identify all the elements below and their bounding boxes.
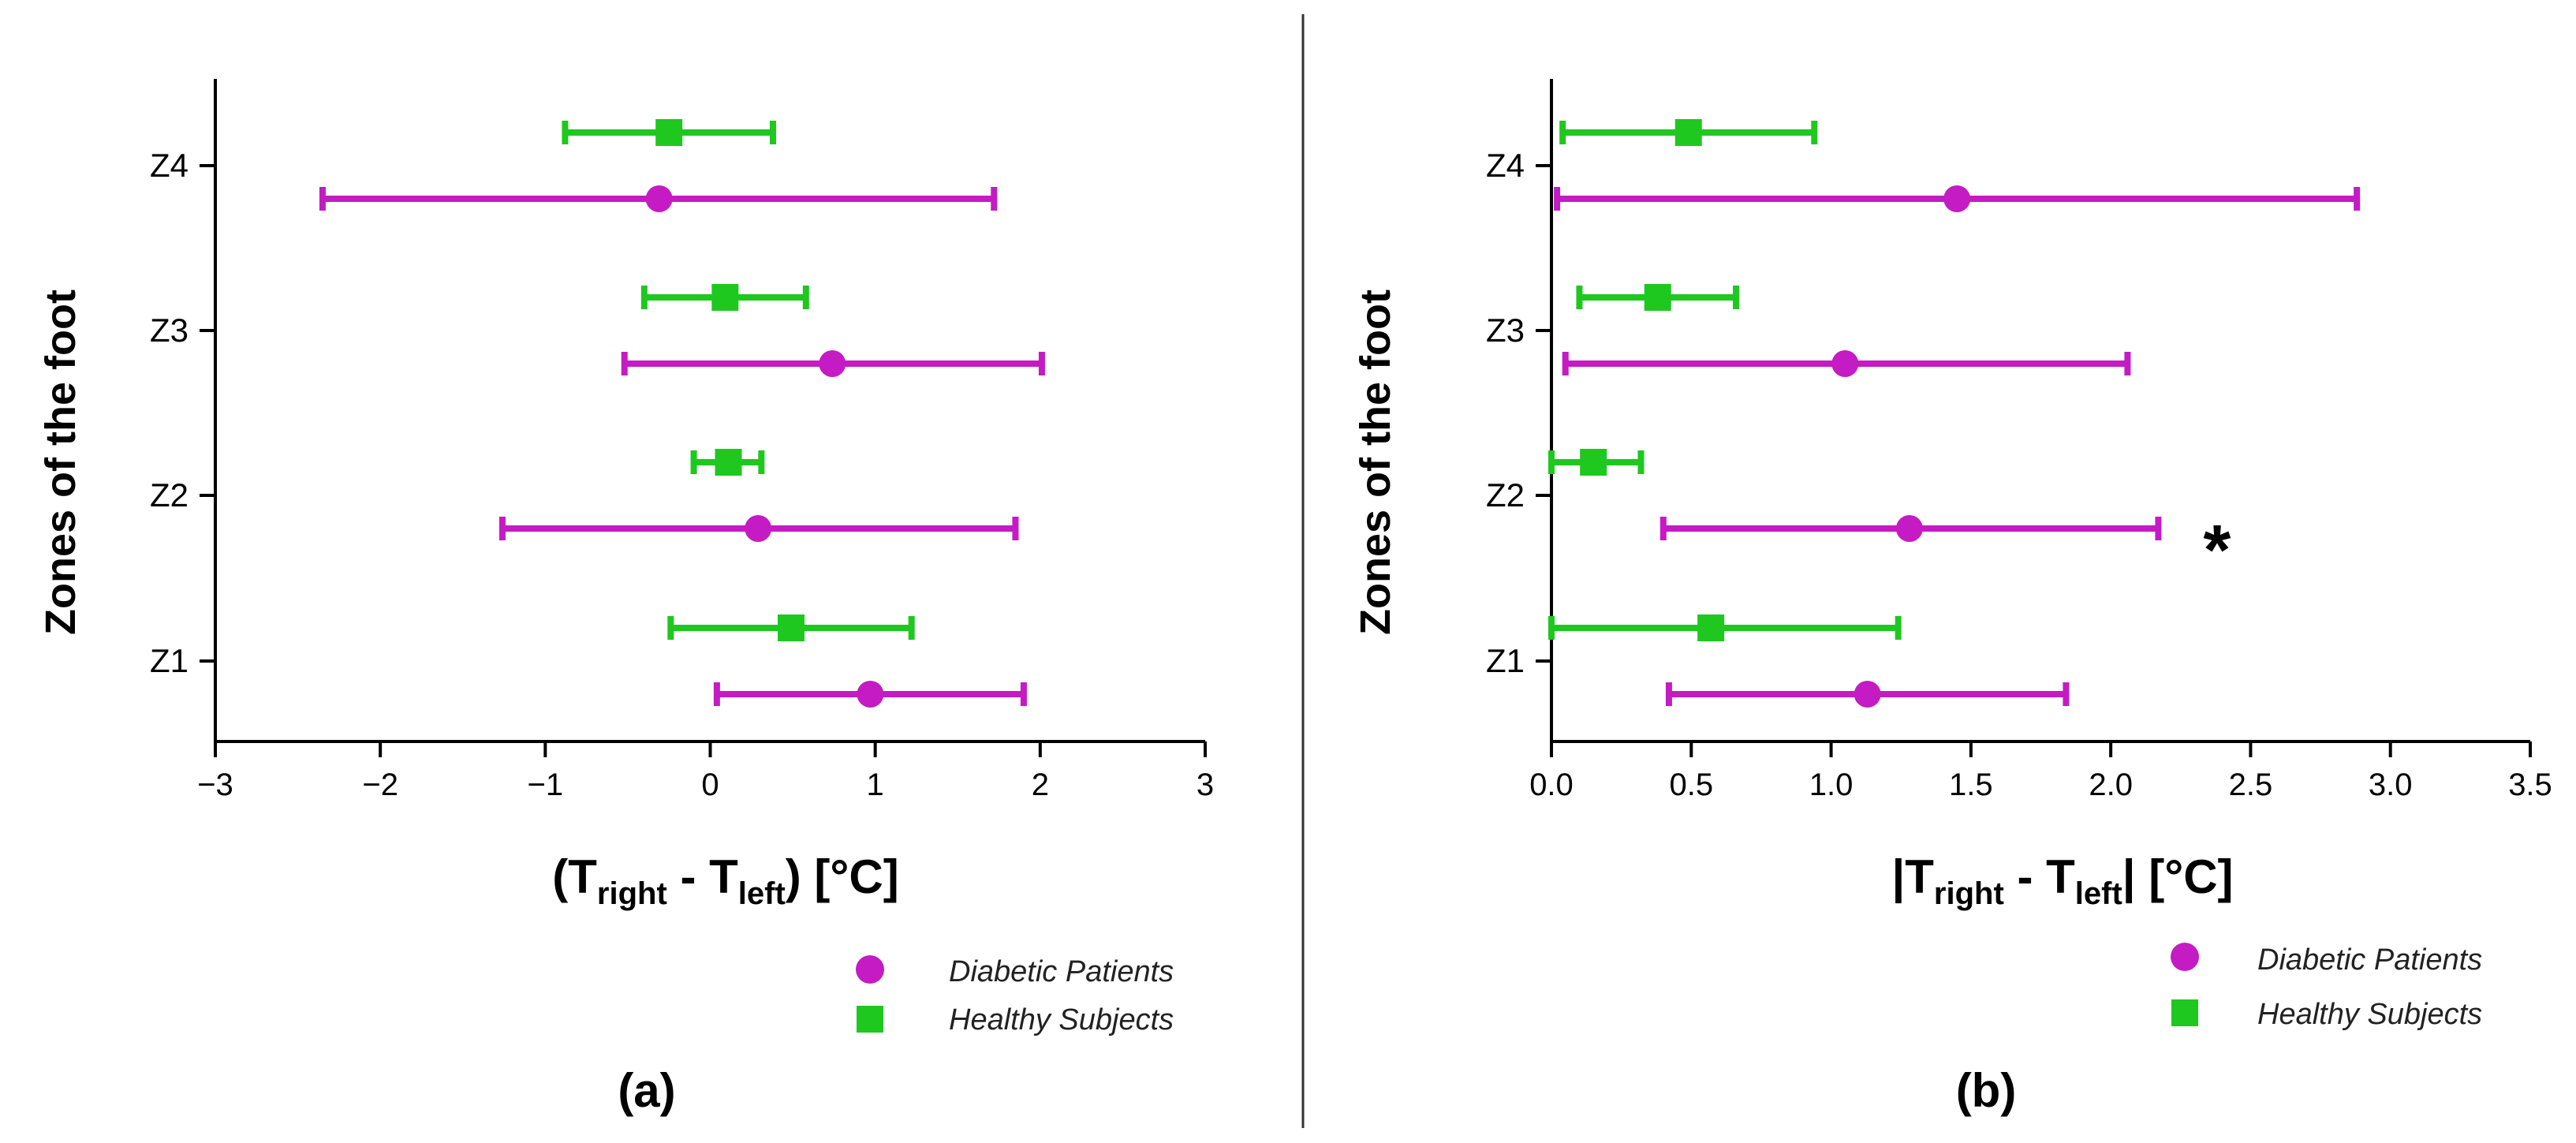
panel-b-ytick-label: Z4 (1486, 147, 1525, 184)
panel-a-diabetic-point (857, 681, 884, 708)
panel-a-axes: −3 −2 −1 0 1 2 3 Z1 Z2 Z3 Z4 (150, 79, 1214, 802)
panel-b-diabetic-point (1943, 185, 1971, 212)
panel-b-diabetic-point (1831, 350, 1859, 377)
panel-b-xtick-label: 3.0 (2369, 768, 2413, 802)
panel-a-ytick-label: Z4 (150, 147, 189, 184)
panel-a-ytick-label: Z2 (150, 476, 189, 514)
panel-a-label: (a) (618, 1064, 675, 1117)
panel-a-diabetic-point (819, 350, 846, 377)
panel-a-xlabel: (Tright - Tleft) [°C] (552, 850, 898, 911)
panel-b-legend: Diabetic Patients Healthy Subjects (2171, 943, 2482, 1031)
panel-b-legend-healthy-marker (2171, 999, 2198, 1026)
panel-b-diabetic-point (1854, 681, 1881, 708)
panel-a-xtick-label: 2 (1032, 768, 1049, 802)
panel-b-ytick-label: Z1 (1486, 642, 1525, 679)
panel-b-xlabel-sub-left: left (2075, 876, 2122, 911)
panel-b-diabetic-point (1895, 515, 1923, 542)
panel-a-xtick-label: 1 (867, 768, 884, 802)
panel-b-xtick-label: 1.5 (1949, 768, 1993, 802)
panel-b-legend-diabetic-marker (2171, 943, 2199, 971)
panel-b-xtick-label: 2.0 (2089, 768, 2133, 802)
panel-b-xlabel-suffix: | [°C] (2122, 850, 2234, 904)
panel-b-label: (b) (1956, 1064, 2017, 1117)
panel-b-xlabel-prefix: |T (1891, 850, 1933, 904)
panel-a-xtick-label: −2 (362, 768, 398, 802)
panel-b-legend-healthy-label: Healthy Subjects (2257, 998, 2482, 1031)
panel-b-healthy-point (1580, 449, 1607, 476)
panel-a-diabetic-point (645, 185, 673, 212)
panel-b-significance-star: * (2203, 511, 2231, 590)
panel-b-xtick-label: 0.5 (1669, 768, 1713, 802)
panel-b-xlabel: |Tright - Tleft| [°C] (1891, 850, 2233, 911)
panel-b-healthy-point (1697, 614, 1725, 641)
panel-b-xtick-label: 0.0 (1529, 768, 1574, 802)
panel-b-ylabel: Zones of the foot (1352, 289, 1399, 635)
panel-a-xtick-label: 3 (1197, 768, 1214, 802)
panel-a-healthy-point (655, 119, 683, 146)
panel-b-ytick-label: Z2 (1486, 476, 1525, 514)
panel-a-xlabel-mid: - T (667, 850, 738, 903)
panel-a-diabetic-point (745, 515, 772, 542)
panel-a-xlabel-prefix: (T (552, 850, 597, 903)
panel-b-xlabel-mid: - T (2004, 850, 2075, 903)
panel-b-healthy-point (1674, 119, 1702, 146)
panel-b-xtick-label: 3.5 (2508, 768, 2552, 802)
panel-a-legend: Diabetic Patients Healthy Subjects (856, 955, 1174, 1037)
panel-a-ylabel: Zones of the foot (37, 289, 84, 635)
panel-a-legend-diabetic-marker (856, 955, 884, 984)
panel-b-xlabel-sub-right: right (1934, 876, 2004, 911)
panel-a-healthy-point (711, 284, 739, 311)
panel-b-xtick-label: 2.5 (2229, 768, 2273, 802)
panel-a-legend-diabetic-label: Diabetic Patients (949, 955, 1174, 988)
panel-a-legend-healthy-marker (857, 1006, 883, 1033)
panel-b-xtick-label: 1.0 (1809, 768, 1854, 802)
panel-a-healthy-point (777, 614, 805, 641)
panel-a-marks (319, 119, 1045, 708)
panel-a-xlabel-suffix: ) [°C] (786, 850, 899, 903)
panel-a-healthy-point (715, 449, 742, 476)
panel-a-xtick-label: −1 (528, 768, 564, 802)
panel-a-legend-healthy-label: Healthy Subjects (949, 1003, 1174, 1037)
panel-b: 0.0 0.5 1.0 1.5 2.0 2.5 3.0 3.5 Z1 Z2 Z3 Z4 * Zones… (1352, 79, 2552, 1117)
panel-a-xtick-label: −3 (197, 768, 233, 802)
panel-a: −3 −2 −1 0 1 2 3 Z1 Z2 Z3 Z4 Zones of the foot (Tr… (37, 79, 1214, 1117)
panel-b-ytick-label: Z3 (1486, 312, 1525, 349)
panel-a-xlabel-sub-left: left (738, 876, 786, 911)
panel-a-xlabel-sub-right: right (597, 876, 667, 911)
panel-b-marks: * (1548, 119, 2361, 708)
panel-b-legend-diabetic-label: Diabetic Patients (2257, 943, 2482, 977)
panel-a-ytick-label: Z1 (150, 642, 189, 679)
panel-a-xtick-label: 0 (701, 768, 719, 802)
panel-b-healthy-point (1644, 284, 1671, 311)
panel-a-ytick-label: Z3 (150, 312, 189, 349)
